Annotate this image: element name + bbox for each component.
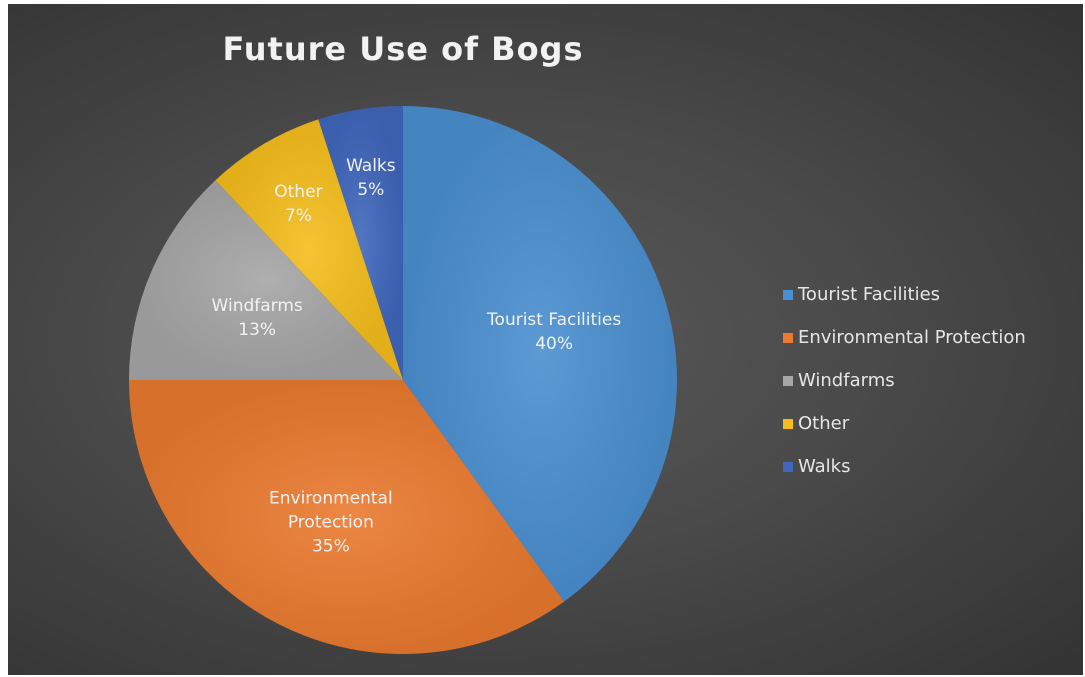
legend-swatch-other bbox=[783, 419, 793, 429]
data-label-tourist-facilities: Tourist Facilities 40% bbox=[486, 310, 621, 354]
pie-slice-shade-windfarms bbox=[129, 180, 403, 380]
pie-slice-shade-other bbox=[215, 119, 403, 380]
legend-item-environmental-protection: Environmental Protection bbox=[783, 327, 1026, 370]
chart-area: Future Use of Bogs Tourist Facilities 40%… bbox=[8, 4, 1083, 675]
legend-item-other: Other bbox=[783, 413, 1026, 456]
legend-label-windfarms: Windfarms bbox=[798, 370, 895, 391]
data-label-other: Other 7% bbox=[274, 182, 322, 226]
chart-legend: Tourist Facilities Environmental Protecti… bbox=[783, 284, 1026, 499]
legend-label-other: Other bbox=[798, 413, 850, 434]
legend-item-windfarms: Windfarms bbox=[783, 370, 1026, 413]
legend-item-walks: Walks bbox=[783, 456, 1026, 499]
legend-swatch-tourist-facilities bbox=[783, 290, 793, 300]
chart-title: Future Use of Bogs bbox=[222, 30, 584, 68]
legend-label-walks: Walks bbox=[798, 456, 851, 477]
data-label-windfarms: Windfarms 13% bbox=[212, 296, 303, 340]
pie-slice-shade-environmental-protection bbox=[129, 380, 565, 654]
legend-label-environmental-protection: Environmental Protection bbox=[798, 327, 1026, 348]
legend-item-tourist-facilities: Tourist Facilities bbox=[783, 284, 1026, 327]
legend-swatch-environmental-protection bbox=[783, 333, 793, 343]
pie-slice-shade-tourist-facilities bbox=[403, 106, 677, 602]
legend-label-tourist-facilities: Tourist Facilities bbox=[798, 284, 941, 305]
legend-swatch-windfarms bbox=[783, 376, 793, 386]
data-label-walks: Walks 5% bbox=[346, 156, 396, 200]
legend-swatch-walks bbox=[783, 462, 793, 472]
data-label-environmental-protection: Environmental Protection 35% bbox=[269, 489, 393, 557]
pie-slice-shade-walks bbox=[318, 106, 403, 380]
pie-chart: Tourist Facilities 40% Environmental Protec… bbox=[129, 106, 677, 654]
